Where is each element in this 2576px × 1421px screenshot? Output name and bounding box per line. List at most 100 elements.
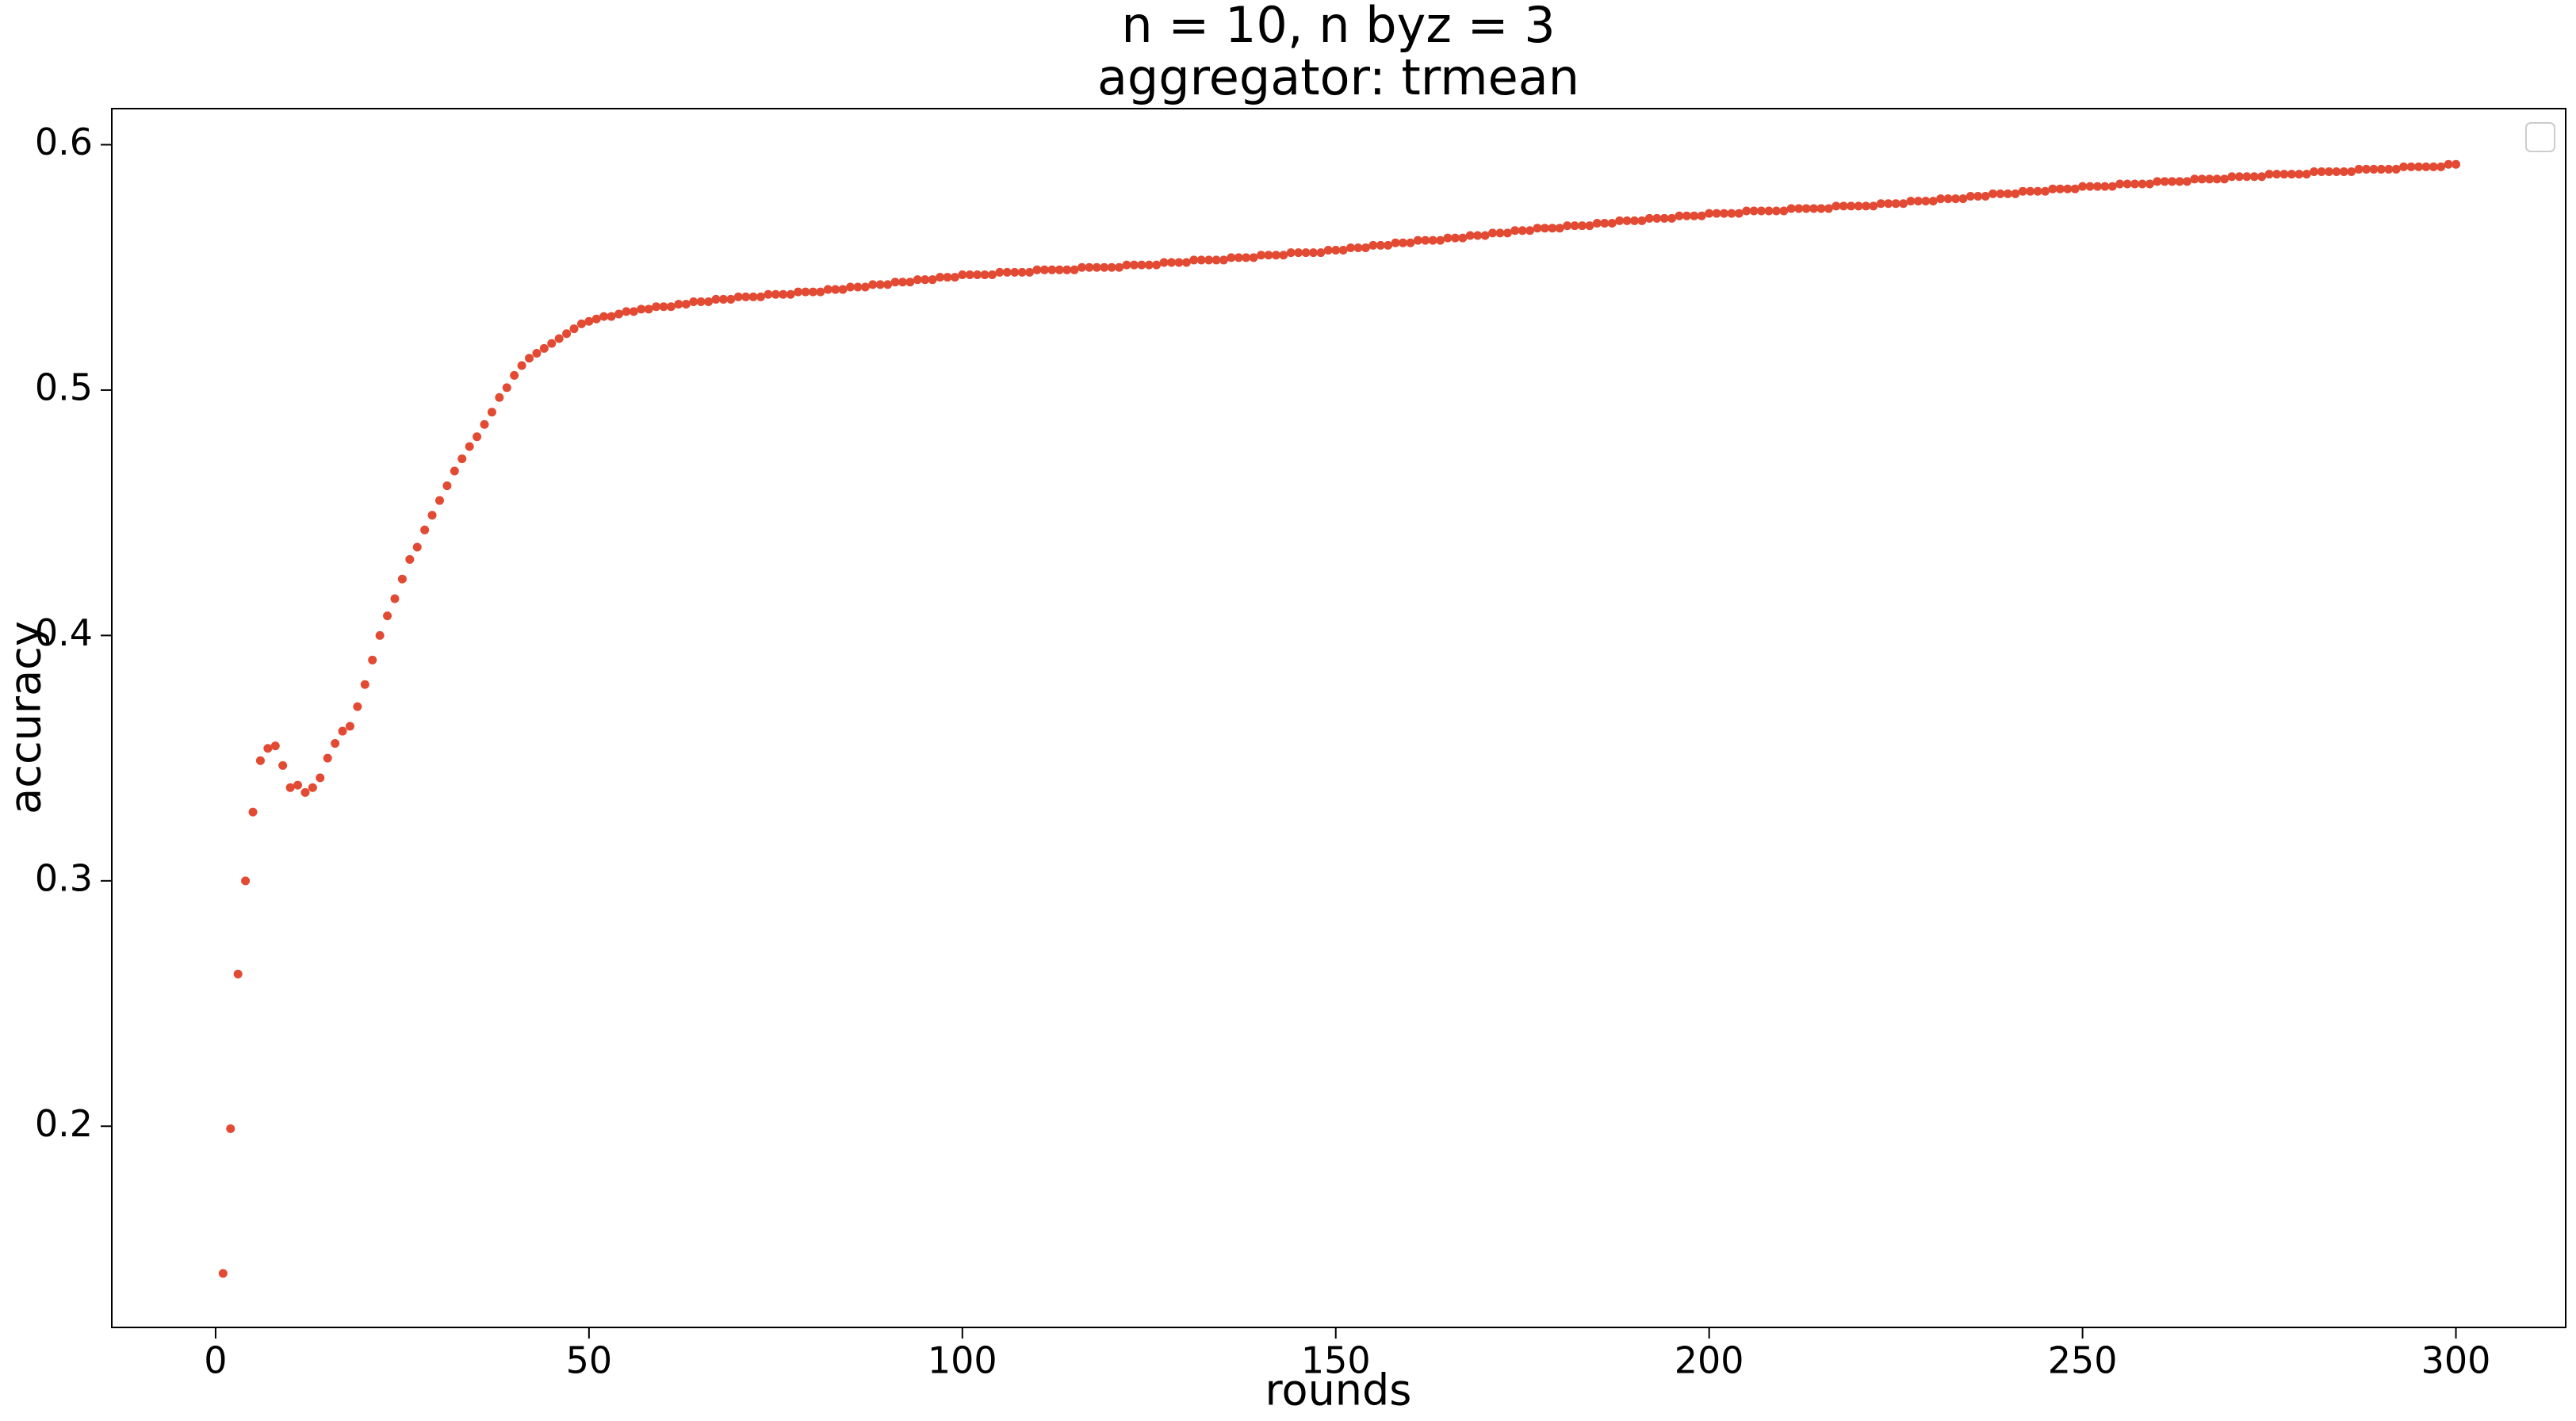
point (2234, 172, 2244, 182)
point (338, 726, 347, 736)
point (1473, 231, 1483, 240)
point (1480, 231, 1490, 240)
point (510, 370, 519, 380)
point (1376, 240, 1385, 250)
point (1219, 255, 1228, 265)
point (816, 287, 825, 297)
point (1391, 238, 1400, 247)
y-tick-label: 0.5 (35, 366, 93, 408)
point (502, 383, 511, 393)
point (622, 307, 631, 316)
point (2220, 174, 2230, 184)
point (2310, 167, 2319, 177)
x-tick-label: 150 (1301, 1339, 1371, 1382)
point (2122, 179, 2132, 189)
point (1070, 265, 1079, 274)
point (1346, 243, 1356, 252)
point (629, 307, 638, 316)
point (517, 361, 526, 370)
point (1705, 209, 1714, 218)
point (1659, 213, 1669, 223)
point (1174, 258, 1184, 267)
point (1734, 209, 1743, 218)
point (1316, 248, 1326, 258)
point (936, 273, 945, 282)
point (2145, 179, 2154, 189)
point (2212, 174, 2222, 184)
point (480, 419, 489, 429)
point (1399, 238, 1408, 247)
point (1301, 248, 1311, 258)
point (913, 275, 922, 285)
point (2227, 172, 2237, 182)
point (2115, 179, 2125, 189)
point (1010, 267, 1020, 277)
point (285, 783, 295, 792)
point (2399, 162, 2409, 171)
point (838, 285, 848, 294)
point (1137, 260, 1146, 270)
point (2107, 182, 2117, 191)
point (495, 393, 504, 402)
point (1234, 253, 1243, 262)
point (1847, 201, 1856, 211)
point (2026, 186, 2035, 196)
point (883, 280, 893, 289)
point (1824, 204, 1833, 213)
point (1973, 191, 1983, 201)
point (1637, 216, 1647, 225)
point (383, 611, 392, 621)
point (1249, 253, 1258, 262)
point (898, 278, 907, 287)
point (2130, 179, 2140, 189)
y-axis-label: accuracy (1, 621, 51, 814)
point (644, 304, 653, 314)
point (2100, 182, 2110, 191)
point (1592, 219, 1602, 228)
point (1891, 199, 1900, 209)
point (652, 302, 661, 312)
point (1928, 197, 1938, 206)
point (2264, 170, 2274, 179)
point (420, 525, 430, 534)
x-axis-label: rounds (1265, 1365, 1412, 1415)
point (1144, 260, 1154, 270)
point (1727, 209, 1736, 218)
point (2197, 174, 2207, 184)
point (2295, 170, 2304, 179)
point (2332, 167, 2341, 177)
point (1786, 204, 1796, 213)
point (1764, 206, 1774, 216)
point (1854, 201, 1863, 211)
point (831, 285, 840, 294)
point (1502, 228, 1512, 238)
point (2063, 184, 2073, 193)
point (2175, 177, 2184, 186)
point (1622, 216, 1632, 225)
point (2205, 174, 2214, 184)
point (1712, 209, 1721, 218)
point (263, 744, 273, 753)
point (2413, 162, 2423, 171)
point (1032, 265, 1042, 274)
point (1779, 206, 1789, 216)
point (1996, 189, 2005, 198)
point (278, 760, 288, 770)
point (614, 309, 624, 319)
point (659, 302, 668, 312)
point (300, 787, 310, 797)
point (1950, 194, 1960, 204)
point (1832, 201, 1841, 211)
point (1563, 221, 1572, 231)
point (1017, 267, 1027, 277)
point (1227, 253, 1236, 262)
point (756, 292, 765, 301)
point (1644, 213, 1654, 223)
point (2391, 164, 2401, 174)
point (1488, 228, 1498, 238)
point (2242, 172, 2252, 182)
point (1495, 228, 1505, 238)
point (1794, 204, 1804, 213)
point (1652, 213, 1662, 223)
